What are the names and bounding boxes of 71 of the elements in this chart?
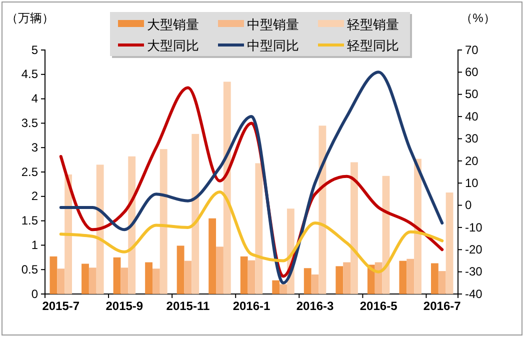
bar bbox=[311, 274, 319, 294]
bar bbox=[223, 82, 231, 294]
bar bbox=[50, 256, 58, 294]
bar bbox=[96, 164, 104, 294]
x-tick-label: 2016-1 bbox=[232, 299, 271, 313]
y2-tick-label: -30 bbox=[465, 264, 483, 279]
bar bbox=[280, 284, 287, 294]
y-tick-label: 0 bbox=[31, 286, 38, 301]
bar bbox=[82, 264, 89, 294]
y2-tick-label: -40 bbox=[465, 286, 483, 301]
y2-tick-label: 60 bbox=[465, 65, 479, 80]
y2-tick-label: -10 bbox=[465, 220, 483, 234]
y-tick-label: 3 bbox=[31, 140, 38, 154]
bar bbox=[446, 192, 454, 294]
bar bbox=[208, 218, 216, 294]
bar bbox=[216, 246, 224, 294]
bar bbox=[120, 268, 128, 294]
y2-tick-label: 50 bbox=[465, 87, 479, 102]
y-tick-label: 3.5 bbox=[21, 116, 38, 130]
bar bbox=[255, 163, 263, 294]
bar bbox=[430, 263, 438, 294]
y2-tick-label: 0 bbox=[465, 198, 472, 212]
bar bbox=[113, 257, 121, 294]
y-tick-label: 1.5 bbox=[21, 214, 38, 228]
bar bbox=[240, 256, 248, 294]
legend-label: 轻型销量 bbox=[347, 17, 399, 32]
y-tick-label: 5 bbox=[31, 42, 38, 57]
x-tick-label: 2016-5 bbox=[360, 299, 398, 313]
bar bbox=[399, 260, 407, 294]
line-series bbox=[59, 190, 444, 274]
y2-tick-label: 30 bbox=[465, 132, 479, 146]
legend-label: 大型销量 bbox=[147, 17, 199, 32]
bar bbox=[438, 271, 446, 294]
bar bbox=[343, 262, 351, 294]
x-tick-label: 2016-3 bbox=[296, 299, 334, 313]
legend-label: 中型销量 bbox=[247, 17, 299, 32]
y2-axis-title: （%） bbox=[460, 11, 496, 25]
bar bbox=[57, 268, 65, 294]
bar bbox=[248, 260, 256, 294]
bar bbox=[350, 162, 358, 294]
bar bbox=[160, 149, 168, 294]
bar bbox=[184, 260, 192, 294]
y2-tick-label: -20 bbox=[465, 242, 483, 256]
bar bbox=[406, 258, 414, 294]
bar bbox=[176, 246, 184, 294]
y-tick-label: 1 bbox=[31, 238, 38, 252]
legend-label: 中型同比 bbox=[247, 38, 299, 53]
bar bbox=[152, 268, 160, 294]
bar bbox=[272, 280, 280, 294]
x-tick-label: 2015-7 bbox=[42, 299, 80, 313]
bar bbox=[336, 266, 344, 294]
y-tick-label: 2.5 bbox=[21, 164, 38, 179]
bar bbox=[318, 126, 326, 294]
x-tick-label: 2015-9 bbox=[106, 299, 144, 313]
y-tick-label: 4 bbox=[31, 92, 38, 106]
y-tick-label: 4.5 bbox=[21, 67, 38, 82]
bar bbox=[88, 268, 96, 294]
y-axis-title: （万辆） bbox=[6, 11, 54, 25]
x-tick-label: 2016-7 bbox=[423, 299, 462, 313]
y2-tick-label: 40 bbox=[465, 109, 479, 124]
bar bbox=[304, 268, 312, 294]
y2-tick-label: 70 bbox=[465, 42, 479, 57]
legend-label: 大型同比 bbox=[147, 38, 199, 53]
x-tick-label: 2015-11 bbox=[166, 299, 210, 313]
bar bbox=[145, 262, 152, 294]
legend-label: 轻型同比 bbox=[347, 38, 399, 53]
y-tick-label: 2 bbox=[31, 189, 38, 204]
y-tick-label: 0.5 bbox=[21, 262, 38, 276]
y2-tick-label: 20 bbox=[465, 154, 479, 168]
y2-tick-label: 10 bbox=[465, 176, 479, 190]
bar bbox=[192, 134, 200, 294]
